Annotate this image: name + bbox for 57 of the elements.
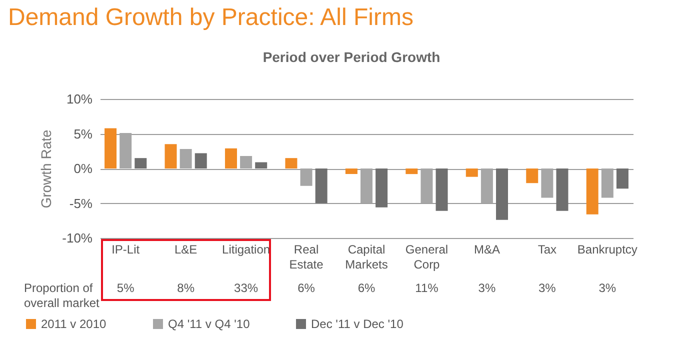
text: 6% xyxy=(298,281,316,295)
chart-title: Demand Growth by Practice: All Firms xyxy=(8,4,414,31)
bar xyxy=(406,168,418,174)
text: 3% xyxy=(598,281,616,295)
x-tick-label: L&E xyxy=(174,242,198,256)
bar xyxy=(134,158,147,168)
text: 6% xyxy=(358,281,376,295)
text: 3% xyxy=(478,281,496,295)
x-tick-label: IP-Lit xyxy=(112,242,140,256)
x-tick-label: Real Estate xyxy=(289,242,324,272)
legend-label: 2011 v 2010 xyxy=(41,317,106,331)
bar xyxy=(556,168,568,211)
y-tick-label: 0% xyxy=(74,161,93,176)
bar xyxy=(255,162,268,168)
bar xyxy=(180,149,192,168)
bar xyxy=(480,168,493,204)
text: 11% xyxy=(415,281,439,295)
bar xyxy=(315,168,328,204)
bar xyxy=(586,168,598,214)
bar xyxy=(164,144,177,168)
x-tick-label: Litigation xyxy=(222,242,270,256)
bar xyxy=(345,168,358,174)
bar xyxy=(224,148,237,168)
y-tick-label: -10% xyxy=(62,230,93,246)
text: Proportion of overall market xyxy=(24,281,100,310)
x-tick-label: Capital Markets xyxy=(345,242,388,272)
bar xyxy=(360,168,372,204)
x-tick-label: Bankruptcy xyxy=(577,242,638,256)
text: 33% xyxy=(234,281,258,295)
text: 5% xyxy=(116,281,135,295)
legend-label: Dec '11 v Dec '10 xyxy=(311,317,404,331)
bar xyxy=(496,168,508,220)
x-tick-label: General Corp xyxy=(405,242,448,272)
y-tick-label: 10% xyxy=(66,92,93,106)
bar xyxy=(616,168,628,189)
bar xyxy=(300,168,312,186)
legend-label: Q4 '11 v Q4 '10 xyxy=(168,317,250,331)
bar xyxy=(240,156,252,168)
bar xyxy=(541,168,554,198)
chart-subtitle: Period over Period Growth xyxy=(262,49,440,65)
x-tick-label: M&A xyxy=(474,242,500,256)
bar xyxy=(601,168,614,198)
y-axis-title: Growth Rate xyxy=(38,129,54,208)
bar xyxy=(526,168,538,184)
bar xyxy=(104,128,117,168)
bar xyxy=(120,133,132,168)
bar xyxy=(420,168,433,204)
bar xyxy=(436,168,448,211)
y-tick-label: 5% xyxy=(74,126,93,142)
bar xyxy=(285,158,298,168)
bar xyxy=(376,168,388,208)
y-tick-label: -5% xyxy=(69,196,93,211)
bar xyxy=(194,153,207,168)
text: 3% xyxy=(538,281,556,295)
text: 8% xyxy=(177,281,195,295)
bar xyxy=(466,168,478,177)
x-tick-label: Tax xyxy=(538,242,557,256)
